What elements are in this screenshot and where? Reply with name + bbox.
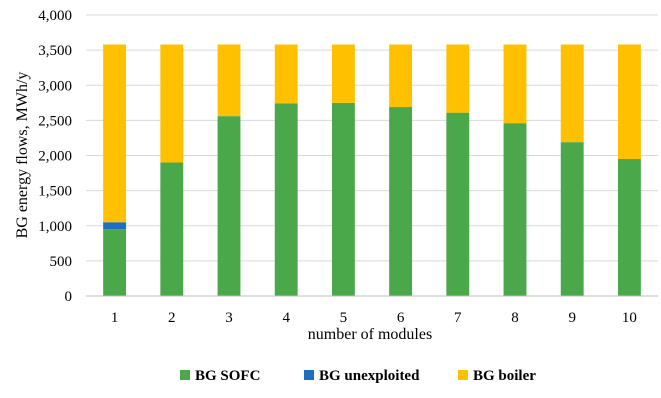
legend-label-bg-boiler: BG boiler bbox=[473, 368, 536, 384]
bar-segment-bg-sofc bbox=[274, 103, 298, 296]
bar-segment-bg-sofc bbox=[560, 142, 584, 296]
bars bbox=[103, 44, 641, 297]
y-tick-label: 0 bbox=[65, 289, 73, 305]
y-tick-label: 3,000 bbox=[38, 78, 72, 94]
bar-segment-bg-boiler bbox=[503, 44, 527, 124]
bar-segment-bg-sofc bbox=[617, 159, 641, 296]
x-tick-label: 8 bbox=[511, 310, 519, 326]
bar-segment-bg-sofc bbox=[160, 162, 184, 296]
x-axis-title: number of modules bbox=[308, 326, 432, 343]
bar-segment-bg-boiler bbox=[446, 44, 470, 113]
bar-segment-bg-sofc bbox=[217, 116, 241, 296]
legend-swatch-bg-boiler bbox=[458, 370, 468, 380]
y-tick-label: 1,500 bbox=[38, 184, 72, 200]
bar-segment-bg-sofc bbox=[389, 107, 413, 296]
bar-segment-bg-boiler bbox=[617, 44, 641, 160]
bar-segment-bg-sofc bbox=[331, 102, 355, 296]
legend: BG SOFC BG unexploited BG boiler bbox=[180, 368, 536, 384]
x-tick-label: 4 bbox=[282, 310, 290, 326]
x-tick-label: 7 bbox=[454, 310, 462, 326]
bar-segment-bg-boiler bbox=[217, 44, 241, 117]
y-axis-title: BG energy flows, MWh/y bbox=[14, 72, 31, 239]
y-tick-label: 2,000 bbox=[38, 149, 72, 165]
legend-label-bg-sofc: BG SOFC bbox=[195, 368, 260, 384]
legend-label-bg-unexploited: BG unexploited bbox=[319, 368, 420, 384]
bar-segment-bg-boiler bbox=[560, 44, 584, 143]
bar-segment-bg-boiler bbox=[389, 44, 413, 108]
bar-segment-bg-boiler bbox=[160, 44, 184, 163]
x-tick-label: 3 bbox=[225, 310, 233, 326]
bar-segment-bg-sofc bbox=[503, 123, 527, 296]
bar-segment-bg-sofc bbox=[446, 112, 470, 297]
y-tick-label: 500 bbox=[50, 254, 73, 270]
bar-segment-bg-sofc bbox=[103, 229, 127, 296]
y-tick-label: 4,000 bbox=[38, 8, 72, 24]
bar-segment-bg-boiler bbox=[331, 44, 355, 103]
x-tick-label: 6 bbox=[397, 310, 405, 326]
tick-labels: 0 500 1,000 1,500 2,000 2,500 3,000 3,500 4,000 1… bbox=[38, 8, 637, 326]
x-tick-label: 2 bbox=[168, 310, 176, 326]
bar-segment-bg-boiler bbox=[103, 44, 127, 223]
x-tick-label: 5 bbox=[340, 310, 348, 326]
y-tick-label: 1,000 bbox=[38, 219, 72, 235]
legend-swatch-bg-sofc bbox=[180, 370, 190, 380]
x-tick-label: 9 bbox=[568, 310, 576, 326]
x-tick-label: 10 bbox=[622, 310, 637, 326]
x-tick-label: 1 bbox=[111, 310, 119, 326]
y-tick-label: 3,500 bbox=[38, 43, 72, 59]
bar-segment-bg-boiler bbox=[274, 44, 298, 104]
legend-swatch-bg-unexploited bbox=[304, 370, 314, 380]
y-tick-label: 2,500 bbox=[38, 113, 72, 129]
bar-segment-bg-unexploited bbox=[103, 222, 127, 230]
